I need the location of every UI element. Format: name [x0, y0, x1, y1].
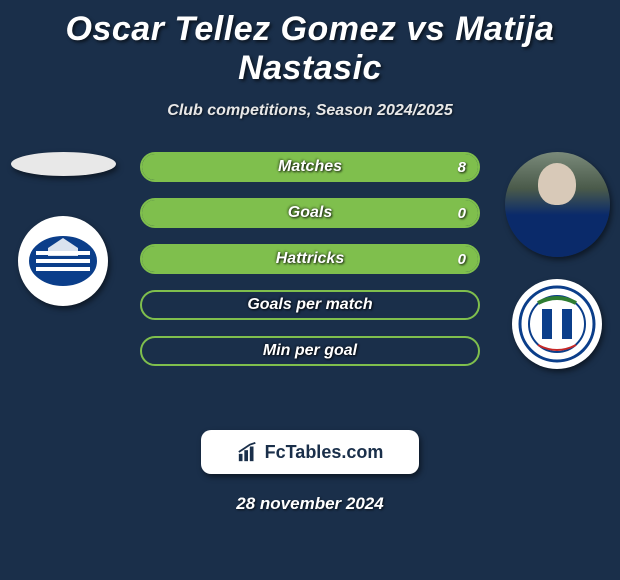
- stat-row: Min per goal: [140, 336, 480, 366]
- subtitle: Club competitions, Season 2024/2025: [0, 102, 620, 120]
- player-left-photo-placeholder: [11, 152, 116, 176]
- player-right-column: [502, 152, 612, 369]
- stat-row: Hattricks0: [140, 244, 480, 274]
- player-right-photo: [505, 152, 610, 257]
- stat-value-right: 8: [446, 154, 478, 180]
- leganes-badge-icon: [518, 285, 596, 363]
- brand-box: FcTables.com: [201, 430, 419, 474]
- comparison-panel: Matches8Goals0Hattricks0Goals per matchM…: [0, 152, 620, 412]
- stat-value-right: 0: [446, 246, 478, 272]
- stat-label: Min per goal: [142, 342, 478, 360]
- stat-label: Goals per match: [142, 296, 478, 314]
- stat-value-right: 0: [446, 200, 478, 226]
- player-left-column: [8, 152, 118, 306]
- chart-icon: [237, 441, 259, 463]
- player-right-club-logo: [512, 279, 602, 369]
- page-title: Oscar Tellez Gomez vs Matija Nastasic: [0, 0, 620, 88]
- stat-row: Matches8: [140, 152, 480, 182]
- stat-row: Goals per match: [140, 290, 480, 320]
- brand-text: FcTables.com: [265, 442, 384, 463]
- alaves-badge-icon: [28, 226, 98, 296]
- stat-label: Matches: [142, 158, 478, 176]
- stat-rows: Matches8Goals0Hattricks0Goals per matchM…: [140, 152, 480, 382]
- stat-label: Goals: [142, 204, 478, 222]
- player-left-club-logo: [18, 216, 108, 306]
- stat-label: Hattricks: [142, 250, 478, 268]
- stat-row: Goals0: [140, 198, 480, 228]
- date-text: 28 november 2024: [0, 494, 620, 514]
